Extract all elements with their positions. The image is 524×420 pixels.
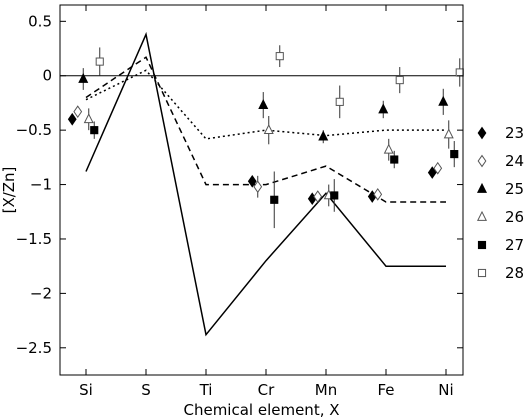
legend-label-27: 27 [505, 236, 524, 254]
x-tick-label: Cr [258, 381, 275, 399]
legend-label-24: 24 [505, 152, 524, 170]
y-axis-label: [X/Zn] [0, 167, 18, 214]
point-26 [383, 143, 394, 154]
x-tick-label: S [141, 381, 151, 399]
legend-marker-23 [477, 126, 487, 140]
y-tick-label: 0 [42, 67, 52, 85]
model-line-dotted [85, 69, 446, 140]
model-lines [85, 31, 446, 337]
y-tick-label: −2 [30, 284, 52, 302]
point-27 [330, 191, 339, 200]
point-25 [258, 98, 269, 109]
point-24 [313, 190, 323, 203]
point-27 [90, 126, 99, 135]
legend-label-23: 23 [505, 124, 524, 142]
point-28 [395, 76, 404, 85]
x-tick-label: Ti [199, 381, 213, 399]
legend-marker-26 [476, 210, 488, 221]
point-24 [73, 105, 83, 118]
point-23 [247, 174, 257, 188]
legend-marker-25 [476, 182, 488, 193]
point-24 [433, 161, 443, 175]
point-25 [378, 103, 389, 114]
point-26 [263, 123, 274, 135]
legend-marker-28 [477, 268, 487, 278]
point-28 [275, 52, 284, 61]
point-28 [95, 57, 104, 66]
y-axis-ticks: 0.5 0 −0.5 −1 −1.5 −2 −2.5 [16, 12, 463, 357]
point-28 [335, 97, 344, 106]
legend-marker-24 [477, 154, 487, 168]
x-axis-ticks: Si S Ti Cr Mn Fe Ni [79, 5, 454, 399]
y-tick-label: 0.5 [28, 12, 52, 30]
y-tick-label: −1 [30, 176, 52, 194]
legend: 23 24 25 26 27 28 [476, 124, 524, 282]
point-27 [450, 150, 459, 159]
model-line-solid [85, 31, 446, 337]
point-26 [83, 113, 94, 124]
y-tick-label: −1.5 [16, 230, 52, 248]
plot-frame [59, 4, 464, 376]
legend-label-28: 28 [505, 264, 524, 282]
x-axis-label: Chemical element, X [183, 401, 339, 419]
point-25 [438, 95, 449, 106]
point-23 [427, 166, 437, 179]
point-24 [253, 180, 263, 194]
y-tick-label: −2.5 [16, 339, 52, 357]
point-27 [390, 155, 399, 164]
x-tick-label: Mn [315, 381, 337, 399]
data-points [67, 45, 464, 229]
point-28 [455, 68, 464, 77]
legend-label-25: 25 [505, 180, 524, 198]
y-tick-label: −0.5 [16, 121, 52, 139]
point-23 [67, 112, 77, 126]
x-tick-label: Ni [438, 381, 453, 399]
x-tick-label: Fe [377, 381, 394, 399]
point-24 [373, 188, 383, 201]
legend-marker-27 [477, 240, 487, 250]
point-25 [318, 130, 329, 141]
point-25 [78, 72, 89, 83]
point-27 [270, 195, 279, 204]
legend-label-26: 26 [505, 208, 524, 226]
model-line-dashed [85, 56, 446, 203]
x-tick-label: Si [79, 381, 93, 399]
point-26 [443, 128, 454, 139]
